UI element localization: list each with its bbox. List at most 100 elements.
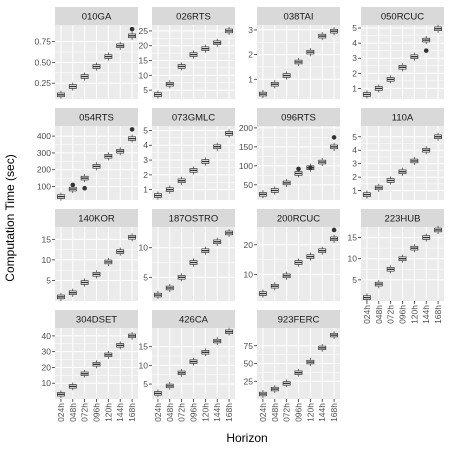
y-tick-label: 10 — [139, 243, 149, 253]
facet-187ostro: 187OSTRO 5 10 — [139, 209, 235, 301]
outlier-point — [82, 185, 87, 191]
y-tick-label: 0.50 — [34, 57, 51, 67]
facet-strip-label: 073GMLC — [172, 113, 215, 124]
y-tick-label: 5 — [143, 272, 148, 282]
y-tick-label: 30 — [42, 347, 52, 357]
y-tick-label: 10 — [139, 70, 149, 80]
x-tick-label: 168h — [433, 305, 443, 324]
x-tick-label: 072h — [386, 305, 396, 324]
x-tick-label: 048h — [68, 403, 78, 422]
y-tick-label: 400 — [37, 131, 51, 141]
facet-panels: 010GA0.250.500.75026RTS510152025038TAI12… — [34, 7, 444, 422]
facet-strip — [361, 7, 444, 25]
y-tick-label: 200 — [239, 123, 253, 133]
facet-strip-label: 054RTS — [79, 113, 114, 124]
facet-110a: 110A 1 2 3 4 5 — [352, 108, 444, 200]
x-tick-label: 048h — [374, 305, 384, 324]
y-tick-label: 3 — [248, 25, 253, 35]
x-tick-label: 144h — [421, 305, 431, 324]
y-tick-label: 5 — [352, 23, 357, 33]
facet-010ga: 010GA 0.25 0.50 0.75 — [34, 7, 138, 99]
facet-strip — [257, 310, 340, 328]
x-tick-label: 144h — [317, 403, 327, 422]
y-tick-label: 0.25 — [34, 78, 51, 88]
y-tick-label: 100 — [239, 161, 253, 171]
facet-strip-label: 923FERC — [278, 315, 320, 326]
y-tick-label: 4 — [352, 145, 357, 155]
facet-strip — [257, 108, 340, 126]
facet-strip — [361, 108, 444, 126]
outlier-point — [129, 26, 135, 32]
y-tick-label: 40 — [42, 331, 52, 341]
facet-223hub: 223HUB 5 10 15 024h 048h 072h 096h 120h 144h 168h — [348, 209, 444, 324]
x-tick-label: 072h — [282, 403, 292, 422]
y-tick-label: 2 — [248, 50, 253, 60]
y-tick-label: 20 — [42, 362, 52, 372]
x-tick-label: 120h — [200, 403, 210, 422]
facet-strip — [55, 108, 138, 126]
y-tick-label: 75 — [244, 341, 254, 351]
facet-strip — [55, 310, 138, 328]
facet-strip — [55, 7, 138, 25]
y-tick-label: 1 — [143, 185, 148, 195]
x-tick-label: 096h — [294, 403, 304, 422]
outlier-point — [331, 135, 337, 140]
y-tick-label: 0.75 — [34, 37, 51, 47]
y-tick-label: 4 — [352, 38, 357, 48]
facet-strip-label: 200RCUC — [277, 214, 320, 225]
facet-strip-label: 110A — [392, 113, 414, 124]
x-tick-label: 048h — [165, 403, 175, 422]
x-tick-label: 168h — [127, 403, 137, 422]
y-tick-label: 15 — [139, 56, 149, 66]
facet-strip-label: 010GA — [82, 12, 112, 23]
y-tick-label: 3 — [352, 159, 357, 169]
facet-073gmlc: 073GMLC 1 2 3 4 5 — [143, 108, 235, 200]
y-tick-label: 10 — [348, 254, 358, 264]
facet-strip-label: 223HUB — [385, 214, 421, 225]
outlier-point — [129, 127, 135, 132]
facet-096rts: 096RTS 50 100 150 200 — [239, 108, 340, 200]
facet-026rts: 026RTS 5 10 15 20 25 — [139, 7, 235, 99]
y-tick-label: 10 — [42, 378, 52, 388]
y-tick-label: 5 — [352, 275, 357, 285]
x-tick-label: 096h — [92, 403, 102, 422]
outlier-point — [308, 165, 313, 171]
y-tick-label: 5 — [352, 132, 357, 142]
y-tick-label: 2 — [352, 172, 357, 182]
y-tick-label: 20 — [244, 240, 254, 250]
y-tick-label: 1 — [352, 186, 357, 196]
facet-038tai: 038TAI 1 2 3 — [248, 7, 340, 99]
facet-200rcuc: 200RCUC 10 20 — [244, 209, 340, 301]
facet-strip — [257, 209, 340, 227]
y-tick-label: 10 — [42, 255, 52, 265]
facet-strip-label: 050RCUC — [381, 12, 424, 23]
y-tick-label: 3 — [143, 155, 148, 165]
y-tick-label: 20 — [139, 41, 149, 51]
y-tick-label: 25 — [244, 376, 254, 386]
x-tick-label: 072h — [80, 403, 90, 422]
y-tick-label: 200 — [37, 165, 51, 175]
facet-strip — [55, 209, 138, 227]
x-tick-label: 048h — [270, 403, 280, 422]
y-tick-label: 1 — [248, 74, 253, 84]
facet-strip — [152, 310, 235, 328]
facet-strip-label: 304DSET — [76, 315, 117, 326]
facet-strip — [152, 7, 235, 25]
facet-strip — [257, 7, 340, 25]
y-tick-label: 150 — [239, 142, 253, 152]
x-tick-label: 120h — [305, 403, 315, 422]
y-tick-label: 2 — [352, 68, 357, 78]
x-tick-label: 120h — [409, 305, 419, 324]
x-tick-label: 096h — [398, 305, 408, 324]
x-tick-label: 120h — [103, 403, 113, 422]
y-tick-label: 2 — [143, 170, 148, 180]
outlier-point — [296, 166, 301, 172]
y-tick-label: 5 — [143, 85, 148, 95]
facet-strip-label: 426CA — [179, 315, 209, 326]
y-tick-label: 15 — [348, 233, 358, 243]
y-tick-label: 25 — [139, 26, 149, 36]
outlier-point — [423, 48, 429, 53]
y-tick-label: 300 — [37, 148, 51, 158]
x-axis-title: Horizon — [226, 431, 267, 445]
